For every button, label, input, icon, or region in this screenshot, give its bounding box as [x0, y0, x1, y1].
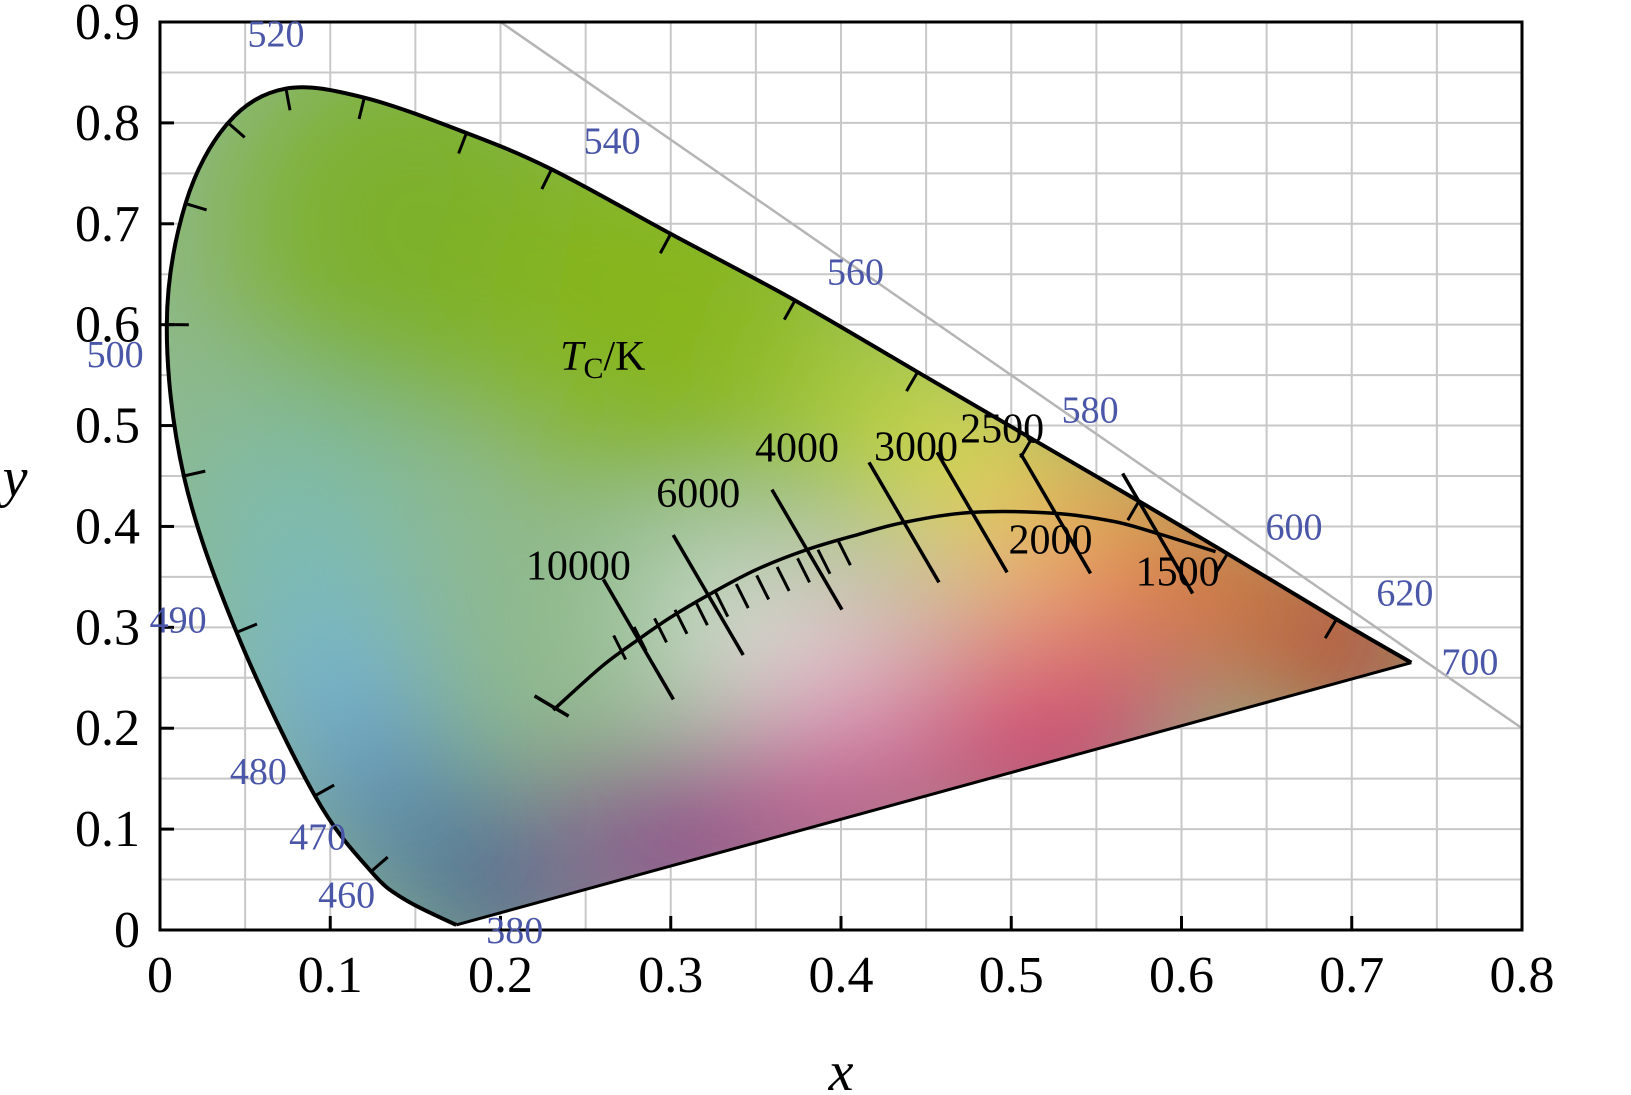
- tc-annotation: TC/K: [560, 334, 645, 385]
- cct-label: 6000: [656, 471, 740, 517]
- planckian-minor-tick: [612, 634, 628, 661]
- iso-temperature-line: [1121, 472, 1195, 595]
- planckian-minor-tick: [714, 591, 730, 618]
- iso-temperature-line: [1019, 452, 1093, 575]
- wavelength-tick: [905, 371, 919, 392]
- x-tick-label: 0.7: [1319, 947, 1384, 1004]
- wavelength-label: 460: [318, 875, 375, 917]
- cct-label: 3000: [874, 424, 958, 470]
- x-tick-label: 0: [147, 947, 173, 1004]
- color-blob: [761, 567, 921, 728]
- wavelength-label: 470: [289, 816, 346, 858]
- wavelength-label: 700: [1441, 642, 1498, 684]
- planckian-minor-tick: [755, 574, 771, 601]
- wavelength-label: 480: [230, 751, 287, 793]
- cct-label: 2000: [1009, 517, 1093, 563]
- wavelength-tick: [183, 469, 206, 478]
- wavelength-tick: [658, 233, 673, 254]
- x-tick-label: 0.6: [1149, 947, 1214, 1004]
- diagonal-line: [499, 20, 1523, 730]
- x-tick-label: 0.1: [298, 947, 363, 1004]
- y-tick-label: 0.4: [75, 498, 140, 555]
- wavelength-tick: [457, 132, 468, 155]
- y-tick-label: 0.7: [75, 196, 140, 253]
- cct-label: 10000: [526, 543, 631, 589]
- wavelength-tick: [227, 121, 246, 139]
- planckian-minor-tick: [734, 583, 750, 609]
- x-axis-title: x: [828, 1041, 854, 1095]
- x-tick-label: 0.4: [809, 947, 874, 1004]
- planckian-minor-tick: [775, 566, 791, 592]
- axes: 0 0.1 0.2 0.3 0.4 0.5 0.6 0.7 0.8 0 0.1 0.2 0.3 0.4 0.…: [0, 0, 1555, 1095]
- wavelength-tick: [1323, 618, 1338, 639]
- wavelength-tick: [185, 202, 208, 212]
- iso-temperature-line: [671, 534, 745, 656]
- planckian-minor-tick: [694, 600, 709, 626]
- tc-subscript: C: [583, 352, 603, 385]
- wavelength-label: 600: [1265, 507, 1322, 549]
- y-tick-label: 0.5: [75, 398, 140, 455]
- cct-label: 2500: [960, 406, 1044, 452]
- x-tick-label: 0.2: [468, 947, 533, 1004]
- purple-line: [455, 661, 1412, 927]
- wavelength-label: 520: [247, 14, 304, 56]
- tc-symbol: T: [560, 334, 586, 380]
- wavelength-tick: [540, 168, 553, 190]
- planckian-endcap: [533, 694, 570, 718]
- cct-label: 4000: [755, 426, 839, 472]
- wavelength-label: 380: [486, 910, 543, 952]
- wavelength-label: 620: [1376, 572, 1433, 614]
- x-tick-label: 0.3: [638, 947, 703, 1004]
- wavelength-tick: [782, 299, 797, 321]
- wavelength-label: 540: [584, 120, 641, 162]
- iso-temperature-line: [770, 488, 844, 611]
- wavelength-tick: [284, 88, 292, 111]
- color-blob: [651, 557, 792, 698]
- wavelength-tick: [370, 855, 389, 873]
- y-axis-title: y: [0, 447, 28, 509]
- wavelength-label: 490: [150, 599, 207, 641]
- planckian-minor-tick: [632, 626, 648, 652]
- y-tick-label: 0.6: [75, 297, 140, 354]
- color-blob: [186, 416, 407, 637]
- y-tick-label: 0.3: [75, 599, 140, 656]
- wavelength-label: 580: [1062, 390, 1119, 432]
- planckian-minor-tick: [816, 549, 832, 575]
- x-tick-label: 0.8: [1490, 947, 1555, 1004]
- tc-unit: /K: [603, 334, 645, 380]
- y-tick-label: 0.8: [75, 95, 140, 152]
- x-tick-label: 0.5: [979, 947, 1044, 1004]
- planckian-minor-tick: [796, 557, 811, 584]
- wavelength-tick: [357, 97, 366, 120]
- wavelength-label: 560: [827, 251, 884, 293]
- planckian-locus: [533, 451, 1217, 718]
- y-tick-label: 0.9: [75, 0, 140, 51]
- iso-temperature-line: [867, 461, 941, 584]
- planckian-minor-tick: [673, 609, 689, 635]
- y-tick-label: 0.1: [75, 801, 140, 858]
- iso-temperature-line: [601, 578, 675, 701]
- wavelength-tick: [1214, 552, 1229, 574]
- color-blob: [941, 527, 1082, 668]
- wavelength-tick: [236, 622, 258, 634]
- y-tick-label: 0.2: [75, 700, 140, 757]
- y-tick-label: 0: [114, 902, 140, 959]
- cct-label: 1500: [1136, 550, 1220, 596]
- wavelength-tick: [314, 783, 335, 798]
- wavelength-label: 500: [87, 334, 144, 376]
- planckian-minor-tick: [837, 540, 852, 566]
- spectral-locus-curve: [164, 85, 1413, 927]
- planckian-minor-tick: [653, 617, 668, 644]
- iso-temperature-line: [935, 451, 1009, 574]
- wavelength-tick: [1126, 500, 1141, 521]
